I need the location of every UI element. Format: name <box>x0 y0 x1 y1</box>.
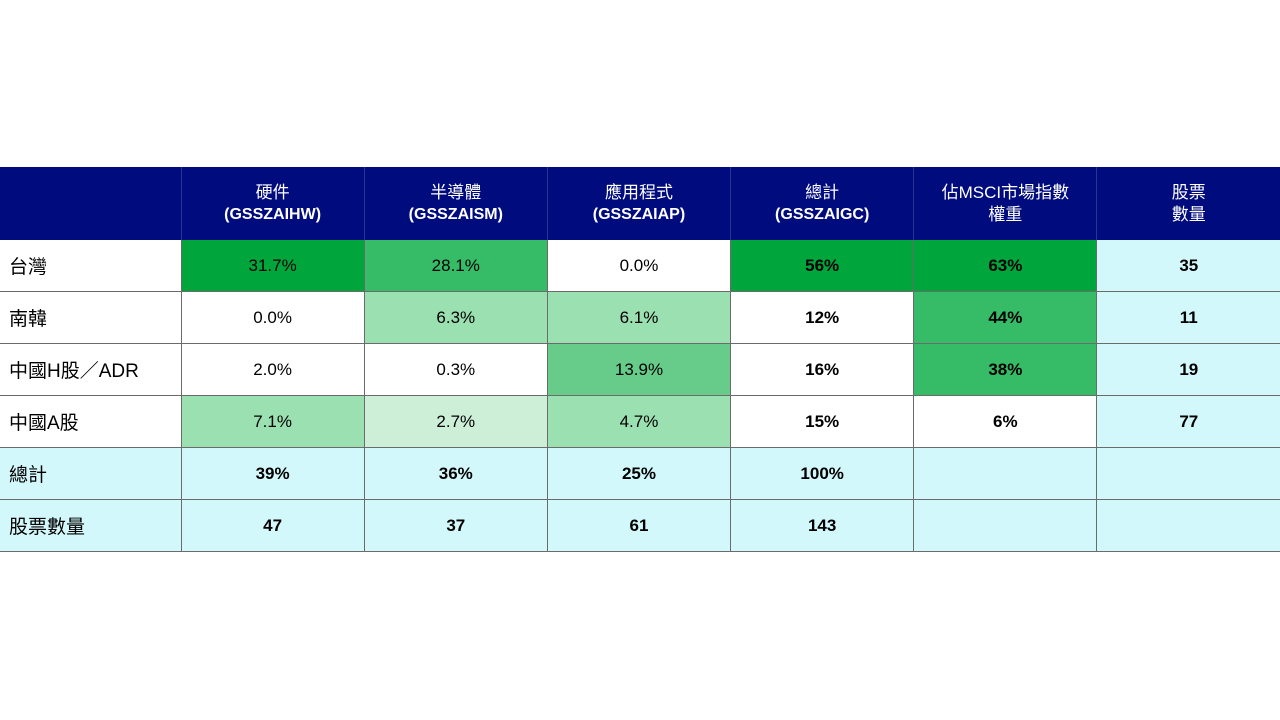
cell-hardware: 0.0% <box>180 291 365 344</box>
header-total-code: (GSSZAIGC) <box>775 205 870 223</box>
cell-hardware: 2.0% <box>180 343 365 396</box>
header-hardware: 硬件 (GSSZAIHW) <box>181 167 365 240</box>
cell-hardware: 47 <box>180 499 365 552</box>
header-total: 總計 (GSSZAIGC) <box>730 167 915 240</box>
cell-applications: 4.7% <box>546 395 732 448</box>
cell-semiconductor: 2.7% <box>363 395 548 448</box>
cell-hardware: 31.7% <box>180 240 365 292</box>
row-label-text: 中國H股／ADR <box>9 361 139 382</box>
cell-stock-count: 35 <box>1096 240 1280 292</box>
cell-stock-count: 77 <box>1096 395 1280 448</box>
cell-total: 16% <box>730 343 915 396</box>
row-china-h: 中國H股／ADR 2.0% 0.3% 13.9% 16% 38% 19 <box>0 343 1280 396</box>
header-row: 硬件 (GSSZAIHW) 半導體 (GSSZAISM) 應用程式 (GSSZA… <box>0 167 1280 240</box>
cell-total: 100% <box>730 447 915 500</box>
cell-msci-weight <box>913 499 1098 552</box>
row-stock-count: 股票數量 47 37 61 143 <box>0 499 1280 552</box>
cell-hardware: 7.1% <box>180 395 365 448</box>
header-msci-title-a: 佔MSCI市場指數 <box>941 182 1070 202</box>
cell-semiconductor: 37 <box>363 499 548 552</box>
cell-total: 15% <box>730 395 915 448</box>
header-total-title: 總計 <box>805 182 840 202</box>
header-msci-weight: 佔MSCI市場指數 權重 <box>913 167 1098 240</box>
exposure-table: 硬件 (GSSZAIHW) 半導體 (GSSZAISM) 應用程式 (GSSZA… <box>0 167 1280 552</box>
cell-stock-count: 19 <box>1096 343 1280 396</box>
cell-msci-weight: 44% <box>913 291 1098 344</box>
row-label: 中國A股 <box>0 395 182 448</box>
cell-stock-count <box>1096 499 1280 552</box>
row-china-a: 中國A股 7.1% 2.7% 4.7% 15% 6% 77 <box>0 395 1280 448</box>
row-total: 總計 39% 36% 25% 100% <box>0 447 1280 500</box>
row-label: 南韓 <box>0 291 182 344</box>
cell-hardware: 39% <box>180 447 365 500</box>
cell-total: 56% <box>730 240 915 292</box>
header-count-title-a: 股票 <box>1171 182 1206 202</box>
header-stock-count: 股票 數量 <box>1096 167 1280 240</box>
header-semiconductor-title: 半導體 <box>430 182 482 202</box>
row-label: 台灣 <box>0 240 182 292</box>
cell-msci-weight: 6% <box>913 395 1098 448</box>
cell-applications: 6.1% <box>546 291 732 344</box>
header-hardware-code: (GSSZAIHW) <box>224 205 322 223</box>
header-msci-title-b: 權重 <box>988 204 1023 224</box>
header-hardware-title: 硬件 <box>255 182 290 202</box>
header-semiconductor: 半導體 (GSSZAISM) <box>364 167 548 240</box>
row-label: 總計 <box>0 447 182 500</box>
header-count-title-b: 數量 <box>1171 204 1206 224</box>
cell-stock-count <box>1096 447 1280 500</box>
row-label: 股票數量 <box>0 499 182 552</box>
cell-applications: 61 <box>546 499 732 552</box>
cell-msci-weight: 63% <box>913 240 1098 292</box>
cell-msci-weight <box>913 447 1098 500</box>
cell-applications: 0.0% <box>546 240 732 292</box>
header-semiconductor-code: (GSSZAISM) <box>408 205 503 223</box>
cell-applications: 25% <box>546 447 732 500</box>
row-korea: 南韓 0.0% 6.3% 6.1% 12% 44% 11 <box>0 291 1280 344</box>
header-applications-code: (GSSZAIAP) <box>592 205 686 223</box>
row-label: 中國H股／ADR <box>0 343 182 396</box>
corner-header <box>0 167 182 240</box>
cell-semiconductor: 0.3% <box>363 343 548 396</box>
cell-semiconductor: 6.3% <box>363 291 548 344</box>
cell-stock-count: 11 <box>1096 291 1280 344</box>
header-applications: 應用程式 (GSSZAIAP) <box>547 167 732 240</box>
cell-total: 143 <box>730 499 915 552</box>
cell-msci-weight: 38% <box>913 343 1098 396</box>
cell-total: 12% <box>730 291 915 344</box>
cell-applications: 13.9% <box>546 343 732 396</box>
cell-semiconductor: 36% <box>363 447 548 500</box>
cell-semiconductor: 28.1% <box>363 240 548 292</box>
header-applications-title: 應用程式 <box>604 182 673 202</box>
row-taiwan: 台灣 31.7% 28.1% 0.0% 56% 63% 35 <box>0 240 1280 292</box>
